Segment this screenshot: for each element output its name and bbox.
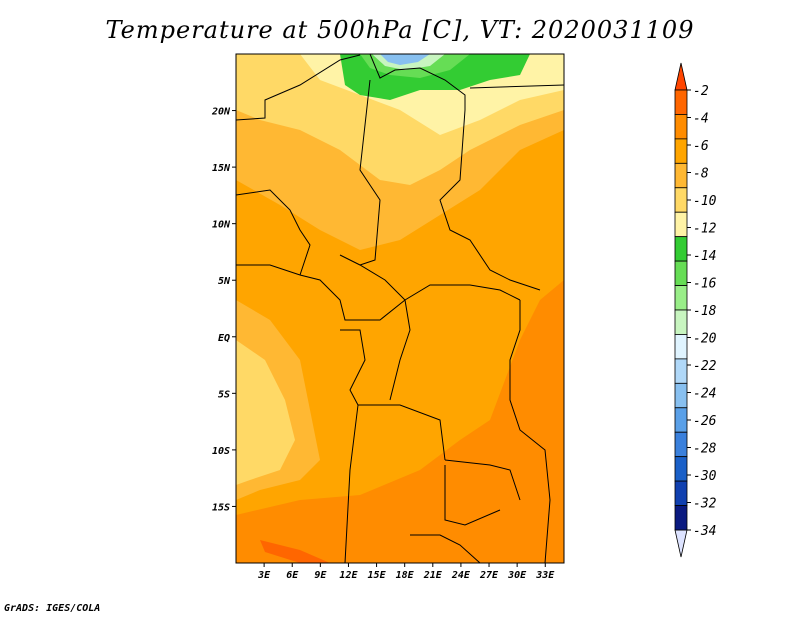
lon-tick-label: 30E: [507, 570, 527, 581]
lon-tick-label: 24E: [451, 570, 471, 581]
colorbar-swatch: [674, 358, 688, 384]
lat-tick-label: EQ: [218, 333, 230, 344]
colorbar-swatch: [674, 456, 688, 482]
lon-tick-label: 3E: [257, 570, 271, 581]
colorbar-bottom-arrow: [674, 529, 688, 558]
colorbar-swatch: [674, 431, 688, 458]
lat-tick-label: 10S: [212, 446, 230, 457]
colorbar-swatch: [674, 309, 688, 335]
colorbar-label: -26: [693, 414, 717, 429]
colorbar-top-arrow: [674, 62, 688, 91]
temperature-region-10-west: [236, 340, 295, 485]
colorbar-swatch: [674, 138, 688, 164]
lat-tick-label: 20N: [211, 107, 231, 118]
colorbar-label: -18: [693, 304, 717, 319]
lat-tick-label: 15S: [212, 502, 230, 513]
lat-tick-label: 5N: [218, 276, 231, 287]
colorbar-swatch: [674, 334, 688, 360]
colorbar-label: -32: [693, 497, 717, 512]
latitude-axis: 20N 15N 10N 5N EQ 5S 10S 15S: [211, 107, 236, 513]
credit-text: GrADS: IGES/COLA: [4, 603, 101, 614]
temperature-region-2: [260, 540, 330, 563]
colorbar: -2 -4 -6 -8 -10 -12 -14 -16 -18 -20 -22 -24 -26 -28 -3…: [674, 62, 717, 558]
colorbar-label: -34: [693, 524, 716, 539]
colorbar-label: -8: [693, 167, 709, 182]
colorbar-swatch: [674, 407, 688, 433]
chart-title: Temperature at 500hPa [C], VT: 202003110…: [105, 16, 695, 44]
colorbar-swatch: [674, 382, 688, 409]
colorbar-label: -28: [693, 442, 717, 457]
lon-tick-label: 12E: [339, 570, 358, 581]
colorbar-swatch: [674, 162, 688, 189]
lon-tick-label: 6E: [286, 570, 299, 581]
temperature-region-22: [380, 54, 430, 65]
temperature-map: [236, 54, 564, 563]
temperature-region-4-east: [236, 280, 564, 563]
colorbar-label: -4: [693, 112, 709, 127]
lat-tick-label: 5S: [218, 389, 230, 400]
colorbar-swatch: [674, 285, 688, 311]
colorbar-label: -16: [693, 277, 717, 292]
colorbar-swatch: [674, 211, 688, 238]
colorbar-label: -12: [693, 222, 717, 237]
map-frame: [235, 53, 565, 564]
longitude-axis: 3E 6E 9E 12E 15E 18E 21E 24E 27E 30E 33E: [257, 563, 555, 581]
colorbar-swatch: [674, 114, 688, 140]
lat-tick-label: 15N: [212, 163, 231, 174]
colorbar-label: -14: [693, 249, 716, 264]
colorbar-swatch: [674, 236, 688, 262]
colorbar-label: -24: [693, 387, 716, 402]
colorbar-swatch: [674, 480, 688, 506]
country-borders: [236, 54, 564, 563]
colorbar-label: -2: [693, 84, 709, 99]
lon-tick-label: 33E: [535, 570, 555, 581]
lon-tick-label: 9E: [314, 570, 327, 581]
lon-tick-label: 21E: [423, 570, 443, 581]
colorbar-label: -20: [693, 332, 717, 347]
colorbar-swatch: [674, 187, 688, 213]
colorbar-swatch: [674, 505, 688, 531]
colorbar-label: -30: [693, 469, 717, 484]
colorbar-label: -10: [693, 194, 717, 209]
lon-tick-label: 15E: [368, 570, 387, 581]
colorbar-swatch: [674, 260, 688, 286]
lat-tick-label: 10N: [212, 220, 231, 231]
colorbar-label: -6: [693, 139, 709, 154]
lon-tick-label: 18E: [396, 570, 415, 581]
colorbar-swatch: [674, 89, 688, 115]
lon-tick-label: 27E: [479, 570, 499, 581]
colorbar-label: -22: [693, 359, 717, 374]
